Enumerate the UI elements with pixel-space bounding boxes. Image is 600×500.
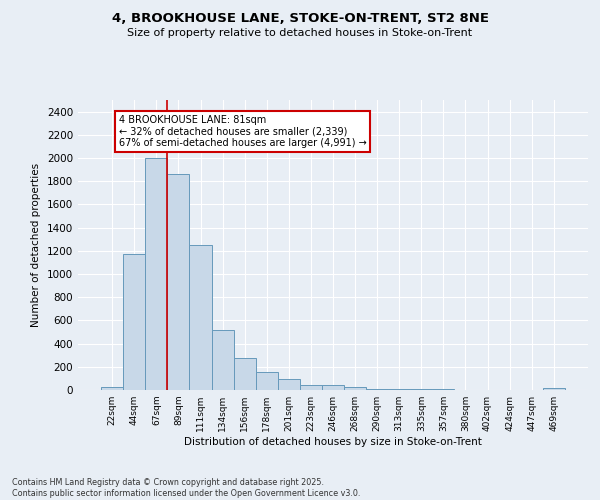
Bar	[256, 372, 278, 390]
Text: Size of property relative to detached houses in Stoke-on-Trent: Size of property relative to detached ho…	[127, 28, 473, 38]
Bar	[123, 254, 145, 390]
Bar	[278, 379, 300, 390]
Text: 4, BROOKHOUSE LANE, STOKE-ON-TRENT, ST2 8NE: 4, BROOKHOUSE LANE, STOKE-ON-TRENT, ST2 …	[112, 12, 488, 26]
Y-axis label: Number of detached properties: Number of detached properties	[31, 163, 41, 327]
Bar	[388, 389, 410, 390]
Bar	[322, 386, 344, 390]
Text: Contains HM Land Registry data © Crown copyright and database right 2025.
Contai: Contains HM Land Registry data © Crown c…	[12, 478, 361, 498]
Bar	[543, 388, 565, 390]
Bar	[167, 174, 190, 390]
Bar	[212, 330, 233, 390]
Bar	[300, 386, 322, 390]
X-axis label: Distribution of detached houses by size in Stoke-on-Trent: Distribution of detached houses by size …	[184, 437, 482, 447]
Bar	[233, 358, 256, 390]
Text: 4 BROOKHOUSE LANE: 81sqm
← 32% of detached houses are smaller (2,339)
67% of sem: 4 BROOKHOUSE LANE: 81sqm ← 32% of detach…	[119, 114, 367, 148]
Bar	[101, 387, 123, 390]
Bar	[190, 245, 212, 390]
Bar	[410, 389, 433, 390]
Bar	[145, 158, 167, 390]
Bar	[344, 388, 366, 390]
Bar	[366, 388, 388, 390]
